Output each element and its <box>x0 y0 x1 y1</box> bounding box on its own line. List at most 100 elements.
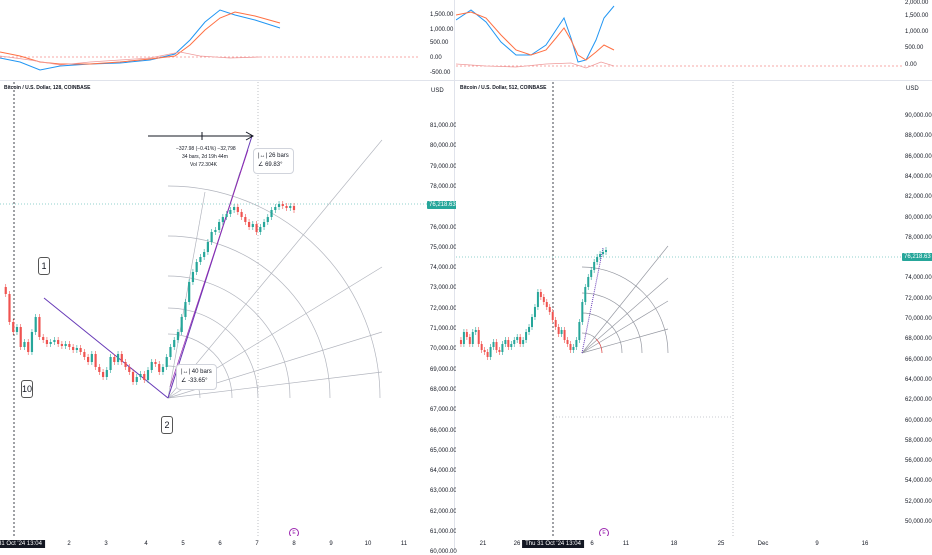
x-tick: 8 <box>292 541 296 547</box>
x-tick: 21 <box>479 541 487 547</box>
left-price-chart[interactable]: Bitcoin / U.S. Dollar, 128, COINBASE −32… <box>0 82 427 536</box>
y-tick: 71,000.00 <box>430 326 457 332</box>
x-tick: 7 <box>255 541 259 547</box>
y-tick: 62,000.00 <box>905 397 932 404</box>
y-tick: 60,000.00 <box>905 417 932 424</box>
y-tick: 64,000.00 <box>430 468 457 475</box>
fan-bars: 40 bars <box>191 369 212 375</box>
y-tick: 1,500.00 <box>905 13 929 19</box>
y-tick: 79,000.00 <box>430 163 457 170</box>
right-indicator-plot <box>456 5 902 69</box>
signal-line <box>0 11 281 65</box>
gann-fan <box>581 245 669 354</box>
x-tick: 16 <box>861 541 869 547</box>
y-tick: 2,000.00 <box>905 0 929 6</box>
angle-icon: ∠ <box>181 378 187 384</box>
layout-divider[interactable] <box>454 0 455 550</box>
y-tick: 86,000.00 <box>905 153 932 160</box>
x-tick: 11 <box>622 541 630 547</box>
x-tick: 11 <box>400 541 408 547</box>
x-tick: 26 <box>513 541 521 547</box>
axis-currency: USD <box>906 86 919 92</box>
event-marker[interactable]: E <box>289 528 299 536</box>
y-tick: 62,000.00 <box>430 508 457 515</box>
bars-icon: |↔| <box>258 153 268 159</box>
x-tick: 9 <box>329 541 333 547</box>
y-tick: 56,000.00 <box>905 458 932 465</box>
x-tick: 9 <box>815 541 819 547</box>
y-tick: 75,000.00 <box>430 244 457 251</box>
y-tick: 0.00 <box>430 55 442 61</box>
y-tick: 81,000.00 <box>430 123 457 129</box>
y-tick: 66,000.00 <box>430 427 457 434</box>
y-tick: 61,000.00 <box>430 529 457 535</box>
event-marker[interactable]: E <box>599 528 609 536</box>
y-tick: 1,000.00 <box>430 27 454 33</box>
y-tick: 68,000.00 <box>905 336 932 343</box>
histogram-line <box>0 51 261 66</box>
price-tag: 76,218.63 <box>427 201 458 209</box>
y-tick: 500.00 <box>905 45 924 51</box>
y-tick: 60,000.00 <box>430 549 457 555</box>
y-tick: 58,000.00 <box>905 437 932 444</box>
x-tick: 6 <box>590 541 594 547</box>
fan-angle: -33.65° <box>188 378 208 384</box>
fan-info-box-2[interactable]: |↔| 40 bars ∠ -33.65° <box>176 364 217 390</box>
measure-line-2: 34 bars, 2d 19h 44m <box>182 154 228 160</box>
x-tick: 10 <box>364 541 372 547</box>
left-indicator-pane[interactable]: 1,500.00 <box>0 0 427 80</box>
y-tick: 52,000.00 <box>905 498 932 505</box>
wave-label[interactable]: 2 <box>161 416 173 434</box>
y-tick: 72,000.00 <box>430 305 457 312</box>
signal-line <box>456 11 615 61</box>
y-tick: -500.00 <box>430 70 451 76</box>
left-indicator-plot <box>0 9 420 71</box>
y-tick: 73,000.00 <box>430 285 457 292</box>
right-price-chart[interactable]: Bitcoin / U.S. Dollar, 512, COINBASE E <box>456 82 902 536</box>
y-tick: 80,000.00 <box>905 214 932 221</box>
y-tick: 74,000.00 <box>905 275 932 282</box>
chart-title: Bitcoin / U.S. Dollar, 128, COINBASE <box>4 85 91 91</box>
x-tick: 5 <box>181 541 185 547</box>
x-tick: 3 <box>104 541 108 547</box>
right-candles <box>456 82 902 536</box>
fan-bars: 26 bars <box>268 153 289 159</box>
pane-divider[interactable] <box>0 80 932 81</box>
y-tick: 1,000.00 <box>905 29 929 35</box>
x-tick: 6 <box>218 541 222 547</box>
left-candles <box>0 82 427 536</box>
y-tick: 80,000.00 <box>430 143 457 150</box>
y-tick: 68,000.00 <box>430 386 457 393</box>
macd-line <box>0 9 281 71</box>
price-tag: 76,218.63 <box>902 253 932 261</box>
right-indicator-pane[interactable] <box>456 0 902 80</box>
y-tick: 70,000.00 <box>430 346 457 353</box>
y-tick: 69,000.00 <box>430 366 457 373</box>
y-tick: 50,000.00 <box>905 519 932 525</box>
y-tick: 88,000.00 <box>905 133 932 140</box>
fan-angle: 69.83° <box>265 162 283 168</box>
axis-currency: USD <box>431 88 444 94</box>
angle-icon: ∠ <box>258 162 264 168</box>
y-tick: 90,000.00 <box>905 113 932 119</box>
macd-line <box>456 5 615 63</box>
y-tick: 74,000.00 <box>430 265 457 272</box>
y-tick: 76,000.00 <box>430 224 457 231</box>
y-tick: 65,000.00 <box>430 447 457 454</box>
y-tick: 82,000.00 <box>905 194 932 201</box>
fan-info-box[interactable]: |↔| 26 bars ∠ 69.83° <box>253 148 294 174</box>
bars-icon: |↔| <box>181 369 191 375</box>
wave-label[interactable]: 10 <box>21 380 33 398</box>
y-tick: 78,000.00 <box>905 234 932 241</box>
x-tick: 2 <box>67 541 71 547</box>
y-tick: 78,000.00 <box>430 183 457 190</box>
y-tick: 66,000.00 <box>905 356 932 363</box>
wave-label[interactable]: 1 <box>38 257 50 275</box>
x-selected: 31 Oct '24 13:04 <box>0 540 45 548</box>
x-tick: 4 <box>144 541 148 547</box>
measure-line-3: Vol 72.304K <box>190 162 217 168</box>
chart-title: Bitcoin / U.S. Dollar, 512, COINBASE <box>460 85 547 91</box>
y-tick: 500.00 <box>430 40 449 46</box>
y-tick: 64,000.00 <box>905 376 932 383</box>
histogram-line <box>456 61 615 69</box>
